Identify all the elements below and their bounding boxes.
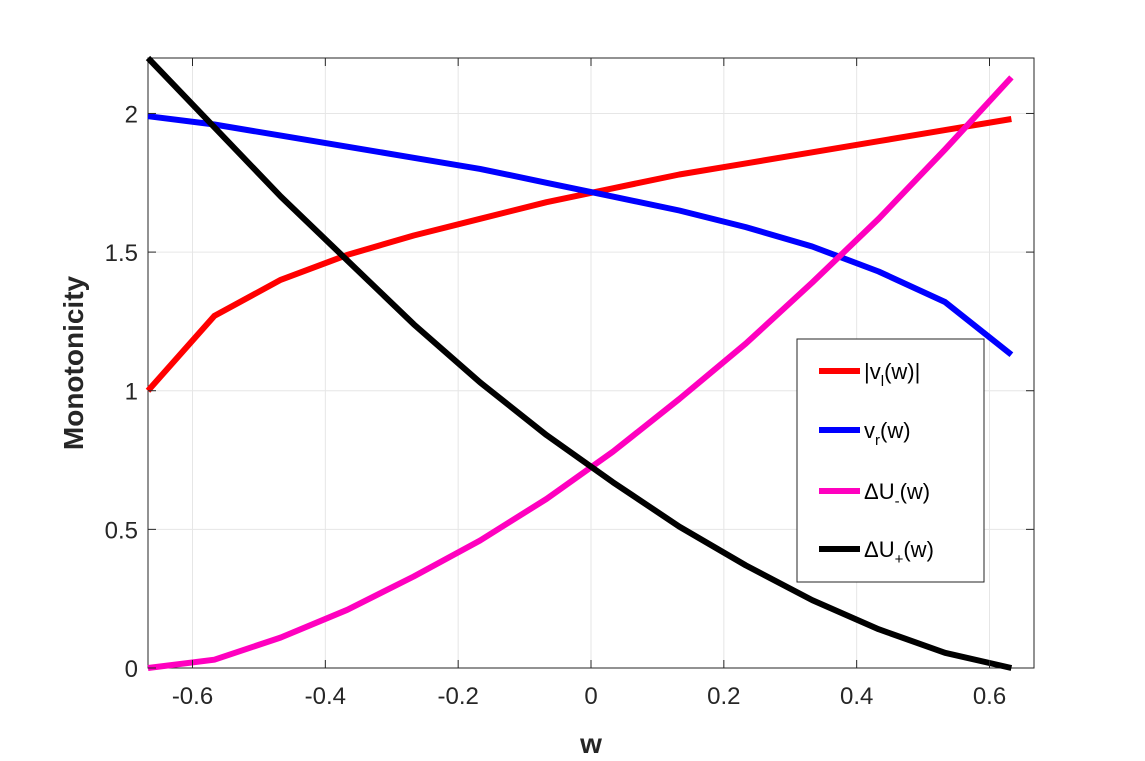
series-line-du_minus [147,75,1014,671]
legend-label-sub: r [875,432,880,449]
tick-labels: -0.6 -0.4 -0.2 0 0.2 0.4 0.6 0 0.5 1 1.5 2 [105,58,1034,710]
y-tick-label: 1 [125,379,138,406]
series-line-vl [145,116,1012,393]
legend-label-sub: l [881,373,884,390]
legend-label-du_minus: ΔU-(w) [864,479,930,510]
x-tick-label: 0.4 [840,683,873,710]
series-line-vr [147,113,1014,358]
legend-label-sub: - [895,493,900,510]
y-axis-label: Monotonicity [58,275,89,450]
x-tick-label: 0 [584,683,597,710]
y-tick-label: 0.5 [105,517,138,544]
legend-label-main: |v [864,359,881,384]
legend-label-tail: (w) [900,479,931,504]
legend-label-main: ΔU [864,479,895,504]
x-axis-label: w [579,728,602,759]
x-tick-label: 0.2 [707,683,740,710]
legend-label-vl: |vl(w)| [864,359,920,390]
legend-label-sub: + [895,551,904,568]
legend-box [796,338,985,583]
legend-label-vr: vr(w) [864,418,911,449]
x-tick-label: 0.6 [973,683,1006,710]
legend: |vl(w)|vr(w)ΔU-(w)ΔU+(w) [796,338,985,583]
legend-label-tail: (w) [903,537,934,562]
series-group [145,55,1014,671]
y-tick-label: 0 [125,656,138,683]
legend-label-tail: (w) [880,418,911,443]
legend-label-main: v [864,418,875,443]
legend-label-du_plus: ΔU+(w) [864,537,934,568]
legend-label-main: ΔU [864,537,895,562]
x-tick-label: -0.2 [437,683,478,710]
x-tick-label: -0.6 [172,683,213,710]
y-tick-label: 2 [125,101,138,128]
y-tick-label: 1.5 [105,240,138,267]
x-tick-label: -0.4 [305,683,346,710]
legend-label-tail: (w)| [884,359,920,384]
series-line-du_plus [145,55,1013,671]
